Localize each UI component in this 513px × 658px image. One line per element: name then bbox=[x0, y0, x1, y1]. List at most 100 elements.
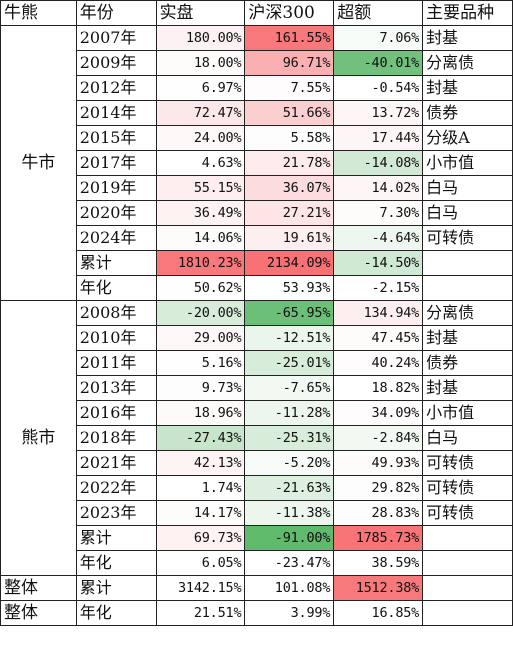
excess-return-cell: -2.84% bbox=[333, 425, 424, 451]
table-row: 累计 69.73% -91.00% 1785.73% bbox=[1, 525, 513, 551]
actual-return-cell: 9.73% bbox=[155, 375, 246, 401]
year-cell: 2015年 bbox=[75, 125, 157, 151]
actual-return-cell: 6.05% bbox=[155, 550, 246, 576]
product-cell bbox=[422, 575, 513, 601]
table-row: 2020年 36.49% 27.21% 7.30% 白马 bbox=[1, 200, 513, 226]
table-row: 2015年 24.00% 5.58% 17.44% 分级A bbox=[1, 125, 513, 151]
excess-return-cell: 1512.38% bbox=[333, 575, 424, 601]
actual-return-cell: 18.96% bbox=[155, 400, 246, 426]
table-row: 2022年 1.74% -21.63% 29.82% 可转债 bbox=[1, 475, 513, 501]
actual-return-cell: 69.73% bbox=[155, 525, 246, 551]
table-row: 年化 50.62% 53.93% -2.15% bbox=[1, 275, 513, 301]
table-row: 2012年 6.97% 7.55% -0.54% 封基 bbox=[1, 75, 513, 101]
table-row: 2016年 18.96% -11.28% 34.09% 小市值 bbox=[1, 400, 513, 426]
product-cell bbox=[422, 600, 513, 626]
product-cell: 债券 bbox=[422, 350, 513, 376]
market-group-label: 熊市 bbox=[0, 300, 77, 576]
table-row: 2013年 9.73% -7.65% 18.82% 封基 bbox=[1, 375, 513, 401]
table-row: 整体 累计 3142.15% 101.08% 1512.38% bbox=[0, 575, 513, 601]
excess-return-cell: 13.72% bbox=[333, 100, 424, 126]
actual-return-cell: 6.97% bbox=[155, 75, 246, 101]
hs300-return-cell: 2134.09% bbox=[244, 250, 335, 276]
product-cell: 封基 bbox=[422, 325, 513, 351]
hs300-return-cell: -25.01% bbox=[244, 350, 335, 376]
product-cell bbox=[422, 550, 513, 576]
year-cell: 2014年 bbox=[75, 100, 157, 126]
year-cell: 2022年 bbox=[75, 475, 157, 501]
year-cell: 2013年 bbox=[75, 375, 157, 401]
product-cell: 可转债 bbox=[422, 225, 513, 251]
year-cell: 2012年 bbox=[75, 75, 157, 101]
table-row: 2018年 -27.43% -25.31% -2.84% 白马 bbox=[1, 425, 513, 451]
table-row: 2021年 42.13% -5.20% 49.93% 可转债 bbox=[1, 450, 513, 476]
year-cell: 累计 bbox=[75, 250, 157, 276]
actual-return-cell: 14.06% bbox=[155, 225, 246, 251]
product-cell: 小市值 bbox=[422, 150, 513, 176]
product-cell: 债券 bbox=[422, 100, 513, 126]
product-cell: 封基 bbox=[422, 75, 513, 101]
excess-return-cell: 47.45% bbox=[333, 325, 424, 351]
excess-return-cell: -14.50% bbox=[333, 250, 424, 276]
actual-return-cell: 1.74% bbox=[155, 475, 246, 501]
hs300-return-cell: -25.31% bbox=[244, 425, 335, 451]
actual-return-cell: 18.00% bbox=[155, 50, 246, 76]
actual-return-cell: 4.63% bbox=[155, 150, 246, 176]
actual-return-cell: -20.00% bbox=[155, 300, 246, 326]
table-row: 累计 1810.23% 2134.09% -14.50% bbox=[1, 250, 513, 276]
actual-return-cell: -27.43% bbox=[155, 425, 246, 451]
header-cell: 沪深300 bbox=[244, 0, 335, 26]
product-cell bbox=[422, 525, 513, 551]
hs300-return-cell: -5.20% bbox=[244, 450, 335, 476]
excess-return-cell: 1785.73% bbox=[333, 525, 424, 551]
product-cell bbox=[422, 275, 513, 301]
hs300-return-cell: -23.47% bbox=[244, 550, 335, 576]
product-cell: 封基 bbox=[422, 25, 513, 51]
hs300-return-cell: 21.78% bbox=[244, 150, 335, 176]
actual-return-cell: 24.00% bbox=[155, 125, 246, 151]
excess-return-cell: 134.94% bbox=[333, 300, 424, 326]
excess-return-cell: 17.44% bbox=[333, 125, 424, 151]
excess-return-cell: 38.59% bbox=[333, 550, 424, 576]
hs300-return-cell: -12.51% bbox=[244, 325, 335, 351]
year-cell: 2019年 bbox=[75, 175, 157, 201]
year-cell: 2007年 bbox=[75, 25, 157, 51]
year-cell: 2018年 bbox=[75, 425, 157, 451]
product-cell: 可转债 bbox=[422, 475, 513, 501]
excess-return-cell: 16.85% bbox=[333, 600, 424, 626]
excess-return-cell: -0.54% bbox=[333, 75, 424, 101]
hs300-return-cell: 96.71% bbox=[244, 50, 335, 76]
hs300-return-cell: 19.61% bbox=[244, 225, 335, 251]
table-row: 年化 6.05% -23.47% 38.59% bbox=[1, 550, 513, 576]
table-row: 整体 年化 21.51% 3.99% 16.85% bbox=[0, 600, 513, 626]
overall-group-label: 整体 bbox=[0, 575, 77, 601]
excess-return-cell: 7.30% bbox=[333, 200, 424, 226]
hs300-return-cell: 3.99% bbox=[244, 600, 335, 626]
hs300-return-cell: 36.07% bbox=[244, 175, 335, 201]
product-cell: 白马 bbox=[422, 425, 513, 451]
actual-return-cell: 72.47% bbox=[155, 100, 246, 126]
excess-return-cell: 14.02% bbox=[333, 175, 424, 201]
product-cell bbox=[422, 250, 513, 276]
year-cell: 2024年 bbox=[75, 225, 157, 251]
product-cell: 分级A bbox=[422, 125, 513, 151]
table-row: 2014年 72.47% 51.66% 13.72% 债券 bbox=[1, 100, 513, 126]
actual-return-cell: 180.00% bbox=[155, 25, 246, 51]
excess-return-cell: -2.15% bbox=[333, 275, 424, 301]
excess-return-cell: 34.09% bbox=[333, 400, 424, 426]
year-cell: 年化 bbox=[75, 275, 157, 301]
excess-return-cell: 40.24% bbox=[333, 350, 424, 376]
table-row: 2024年 14.06% 19.61% -4.64% 可转债 bbox=[1, 225, 513, 251]
product-cell: 白马 bbox=[422, 175, 513, 201]
excess-return-cell: 7.06% bbox=[333, 25, 424, 51]
table-row: 2023年 14.17% -11.38% 28.83% 可转债 bbox=[1, 500, 513, 526]
header-cell: 主要品种 bbox=[422, 0, 513, 26]
actual-return-cell: 21.51% bbox=[155, 600, 246, 626]
actual-return-cell: 5.16% bbox=[155, 350, 246, 376]
year-cell: 2009年 bbox=[75, 50, 157, 76]
year-cell: 2017年 bbox=[75, 150, 157, 176]
hs300-return-cell: -11.28% bbox=[244, 400, 335, 426]
header-cell: 牛熊 bbox=[0, 0, 77, 26]
excess-return-cell: -4.64% bbox=[333, 225, 424, 251]
hs300-return-cell: -65.95% bbox=[244, 300, 335, 326]
table-row: 牛市 2007年 180.00% 161.55% 7.06% 封基 bbox=[0, 25, 513, 301]
